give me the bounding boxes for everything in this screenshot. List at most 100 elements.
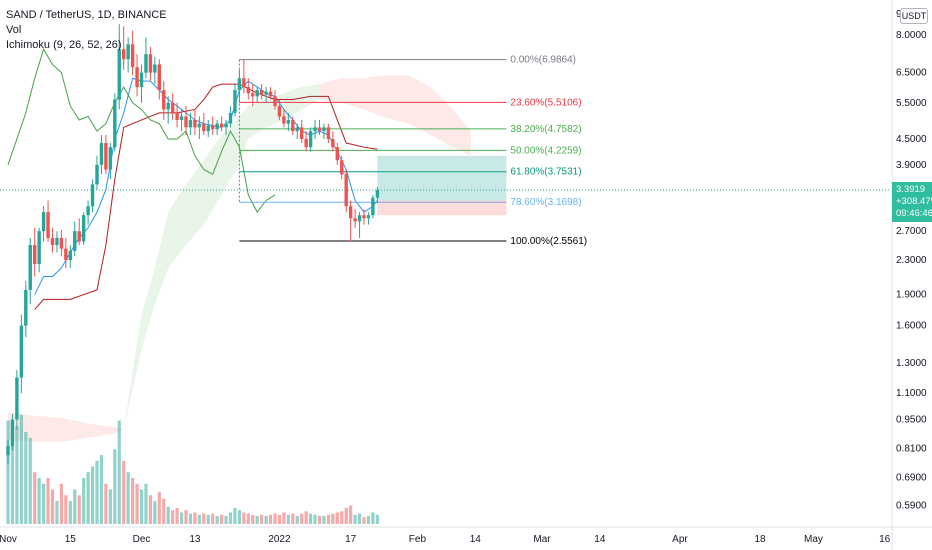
last-price: 3.3919 xyxy=(896,183,926,195)
price-tick-label: 6.5000 xyxy=(896,68,927,79)
volume-bar xyxy=(362,517,366,524)
candle-body xyxy=(50,237,55,246)
volume-bar xyxy=(300,513,304,524)
fib-level-label: 0.00%(6.9864) xyxy=(510,55,576,66)
fib-level-label: 50.00%(4.2259) xyxy=(510,145,581,156)
last-price-tag: 3.3919 +308.47% 09:46:46 xyxy=(892,181,932,222)
volume-bar xyxy=(366,515,371,524)
candle-body xyxy=(326,127,331,139)
volume-bar xyxy=(28,437,32,524)
volume-bar xyxy=(33,472,37,524)
volume-bar xyxy=(326,514,330,524)
kumo-red-early xyxy=(8,412,124,442)
price-tick-label: 8.0000 xyxy=(896,30,927,41)
volume-bar xyxy=(113,449,117,524)
price-tick-label: 3.9000 xyxy=(896,160,927,171)
volume-bar xyxy=(335,512,339,524)
price-tick-label: 2.3000 xyxy=(896,255,927,266)
candle-body xyxy=(211,125,215,130)
volume-bar xyxy=(19,414,23,524)
fib-level-label: 78.60%(3.1698) xyxy=(510,197,581,208)
volume-bar xyxy=(117,420,121,524)
volume-bar xyxy=(6,420,10,524)
price-tick-label: 1.9000 xyxy=(896,290,927,301)
volume-bar xyxy=(313,514,317,524)
candle-body xyxy=(64,248,68,261)
volume-bar xyxy=(131,478,135,524)
volume-bar xyxy=(59,483,63,524)
candle-body xyxy=(108,147,113,170)
kumo-red-late xyxy=(319,75,471,156)
volume-bar xyxy=(188,513,193,524)
ichimoku-indicator-label[interactable]: Ichimoku (9, 26, 52, 26) xyxy=(6,39,122,51)
price-tick-label: 0.5900 xyxy=(896,501,927,512)
volume-bar xyxy=(215,515,219,524)
bar-countdown: 09:46:46 xyxy=(896,207,932,219)
volume-bar xyxy=(135,483,139,524)
candle-body xyxy=(68,250,72,261)
candle-body xyxy=(28,245,32,290)
price-tick-label: 1.3000 xyxy=(896,358,927,369)
candle-body xyxy=(264,91,268,95)
price-tick-label: 4.5000 xyxy=(896,134,927,145)
time-tick-label: May xyxy=(804,534,823,545)
candle-body xyxy=(104,143,108,170)
candle-body xyxy=(135,67,139,88)
candle-body xyxy=(170,102,175,113)
volume-bar xyxy=(317,515,322,524)
position-profit-zone xyxy=(377,155,507,201)
time-tick-label: 15 xyxy=(65,534,77,545)
candle-body xyxy=(46,212,50,238)
volume-bar xyxy=(268,514,273,524)
candle-body xyxy=(81,215,86,242)
candle-body xyxy=(291,119,295,132)
volume-bar xyxy=(211,513,215,524)
volume-bar xyxy=(340,511,344,524)
price-tick-label: 1.6000 xyxy=(896,321,927,332)
volume-bar xyxy=(139,489,144,524)
price-tick-label: 0.9500 xyxy=(896,415,927,426)
candle-body xyxy=(24,289,28,326)
fib-level-label: 38.20%(4.7582) xyxy=(510,124,581,135)
volume-bar xyxy=(224,515,228,524)
time-tick-label: Mar xyxy=(533,534,551,545)
candle-body xyxy=(139,72,144,88)
volume-bar xyxy=(260,514,264,524)
candle-body xyxy=(117,49,121,100)
candle-body xyxy=(126,44,130,60)
fib-level-label: 100.00%(2.5561) xyxy=(510,236,587,247)
candle-body xyxy=(99,143,104,165)
time-tick-label: Dec xyxy=(133,534,151,545)
volume-bar xyxy=(242,512,246,524)
currency-badge[interactable]: USDT xyxy=(900,8,928,24)
volume-bar xyxy=(64,495,68,524)
candle-body xyxy=(317,127,322,132)
volume-indicator-label[interactable]: Vol xyxy=(6,24,22,36)
candle-body xyxy=(153,64,157,73)
volume-bar xyxy=(357,513,362,524)
candle-body xyxy=(366,215,371,219)
volume-bar xyxy=(153,501,157,524)
volume-bar xyxy=(264,515,268,524)
volume-bar xyxy=(295,515,299,524)
candle-body xyxy=(130,44,135,68)
volume-bar xyxy=(282,512,286,524)
volume-bar xyxy=(95,460,99,524)
volume-bar xyxy=(255,515,259,524)
volume-bar xyxy=(206,514,210,524)
candle-body xyxy=(77,231,81,242)
volume-bar xyxy=(237,510,241,524)
volume-bar xyxy=(309,513,313,524)
candle-body xyxy=(259,90,264,95)
candle-body xyxy=(371,197,375,216)
volume-bar xyxy=(277,514,282,524)
candle-body xyxy=(246,87,250,94)
volume-bar xyxy=(46,478,50,524)
candle-body xyxy=(224,123,228,128)
time-tick-label: Apr xyxy=(672,534,688,545)
time-tick-label: 17 xyxy=(345,534,357,545)
volume-bar xyxy=(220,514,224,524)
price-change: +308.47% xyxy=(896,195,932,207)
symbol-title[interactable]: SAND / TetherUS, 1D, BINANCE xyxy=(6,9,167,21)
